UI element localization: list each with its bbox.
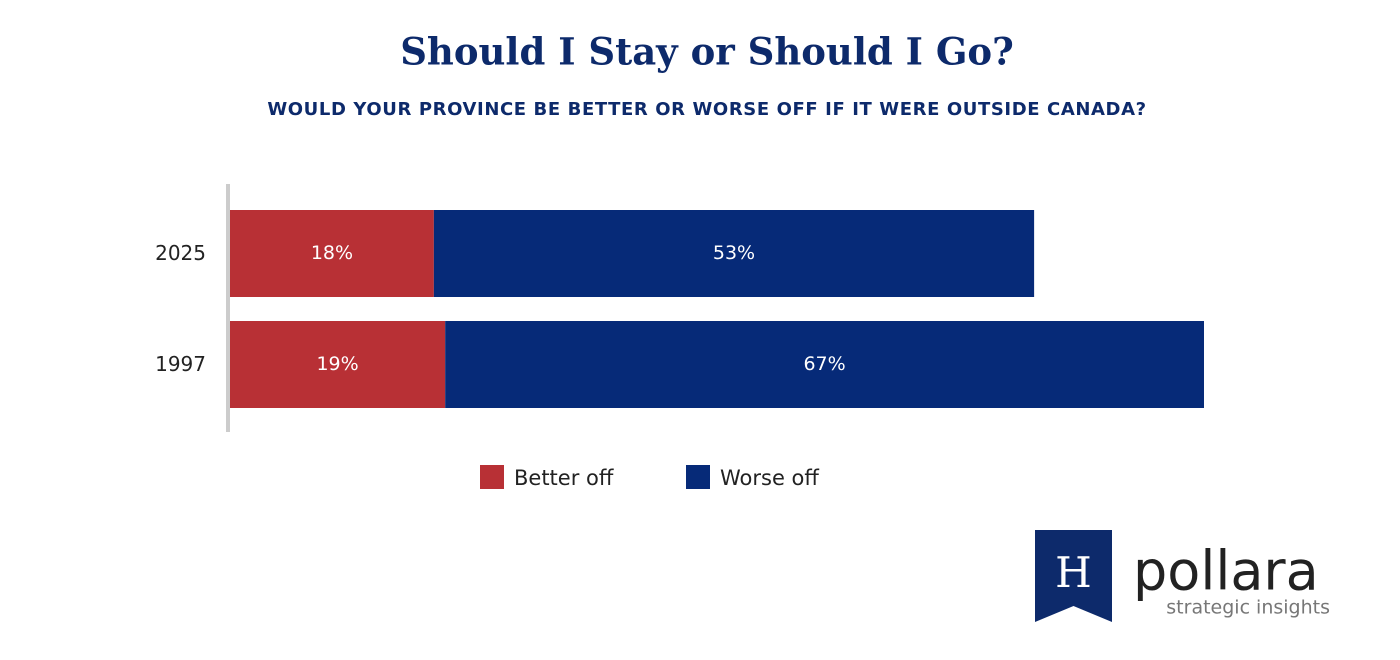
legend-label: Worse off bbox=[720, 466, 819, 490]
legend-swatch bbox=[686, 465, 710, 489]
logo-name: pollara bbox=[1133, 540, 1319, 603]
value-label: 18% bbox=[311, 242, 353, 264]
chart-title: Should I Stay or Should I Go? bbox=[400, 30, 1014, 74]
bar-segment bbox=[230, 210, 434, 297]
bar-segment bbox=[433, 210, 1035, 297]
chart-subtitle: WOULD YOUR PROVINCE BE BETTER OR WORSE O… bbox=[267, 99, 1146, 120]
y-tick-label: 2025 bbox=[155, 241, 206, 265]
legend-label: Better off bbox=[514, 466, 614, 490]
bar-segment bbox=[445, 321, 1204, 408]
value-label: 67% bbox=[803, 353, 845, 375]
value-label: 19% bbox=[316, 353, 358, 375]
logo-mark: H bbox=[1055, 548, 1092, 597]
y-tick-label: 1997 bbox=[155, 352, 206, 376]
logo-tagline: strategic insights bbox=[1166, 597, 1330, 619]
logo: H pollara strategic insights bbox=[1035, 530, 1330, 622]
logo-banner bbox=[1035, 530, 1112, 622]
value-label: 53% bbox=[713, 242, 755, 264]
legend-swatch bbox=[480, 465, 504, 489]
bar-segment bbox=[230, 321, 446, 408]
